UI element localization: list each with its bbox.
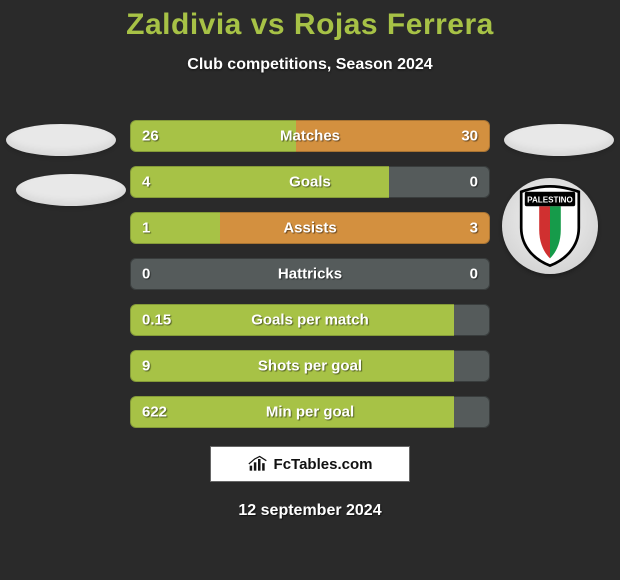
- stat-value-right: 0: [470, 266, 478, 283]
- stat-value-right: 0: [470, 174, 478, 191]
- stat-label: Goals: [289, 174, 331, 191]
- stat-value-right: 3: [470, 220, 478, 237]
- stat-bar-right: [220, 212, 490, 244]
- stat-label: Goals per match: [251, 312, 369, 329]
- fctables-badge[interactable]: FcTables.com: [210, 446, 410, 482]
- page-title: Zaldivia vs Rojas Ferrera: [0, 0, 620, 42]
- stat-value-left: 0: [142, 266, 150, 283]
- date-label: 12 september 2024: [238, 502, 381, 520]
- stat-row: 4 0 Goals: [130, 166, 490, 198]
- stat-value-left: 1: [142, 220, 150, 237]
- stat-bar-left: [130, 166, 389, 198]
- stat-row: 9 Shots per goal: [130, 350, 490, 382]
- stat-value-left: 4: [142, 174, 150, 191]
- bar-chart-icon: [248, 455, 268, 473]
- stat-label: Min per goal: [266, 404, 354, 421]
- fctables-label: FcTables.com: [274, 456, 373, 473]
- stat-row: 26 30 Matches: [130, 120, 490, 152]
- stat-label: Hattricks: [278, 266, 342, 283]
- stat-label: Shots per goal: [258, 358, 362, 375]
- stat-value-left: 622: [142, 404, 167, 421]
- stat-row: 0.15 Goals per match: [130, 304, 490, 336]
- stats-list: 26 30 Matches 4 0 Goals 1 3 Assists 0 0 Hattricks 0.…: [0, 120, 620, 442]
- stat-row: 1 3 Assists: [130, 212, 490, 244]
- stat-value-left: 26: [142, 128, 159, 145]
- stat-row: 0 0 Hattricks: [130, 258, 490, 290]
- stat-value-left: 0.15: [142, 312, 171, 329]
- stat-row: 622 Min per goal: [130, 396, 490, 428]
- stat-value-left: 9: [142, 358, 150, 375]
- comparison-card: Zaldivia vs Rojas Ferrera Club competiti…: [0, 0, 620, 580]
- subtitle: Club competitions, Season 2024: [0, 56, 620, 74]
- stat-label: Assists: [283, 220, 336, 237]
- stat-label: Matches: [280, 128, 340, 145]
- stat-value-right: 30: [461, 128, 478, 145]
